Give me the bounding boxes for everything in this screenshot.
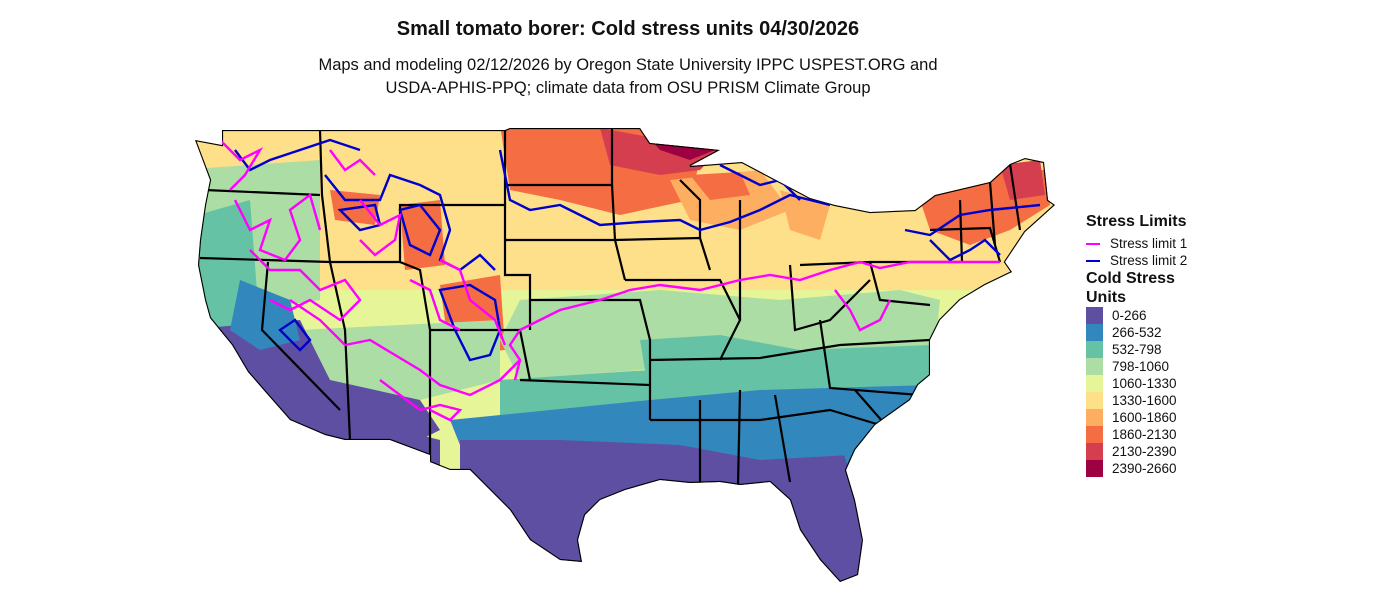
subtitle-line-2: USDA-APHIS-PPQ; climate data from OSU PR… — [385, 79, 871, 97]
legend-item-stress-limit-2: Stress limit 2 — [1086, 252, 1386, 269]
color-swatch — [1086, 460, 1103, 477]
legend-item-units: 1060-1330 — [1086, 375, 1386, 392]
legend-label: 798-1060 — [1112, 359, 1170, 374]
legend-item-units: 1600-1860 — [1086, 409, 1386, 426]
stress-limit-1-contours — [219, 139, 1000, 422]
legend-item-stress-limit-1: Stress limit 1 — [1086, 235, 1386, 252]
legend-item-units: 1860-2130 — [1086, 426, 1386, 443]
legend-item-units: 266-532 — [1086, 324, 1386, 341]
legend-label: 1330-1600 — [1112, 393, 1177, 408]
legend-label: 1860-2130 — [1112, 427, 1177, 442]
color-swatch — [1086, 392, 1103, 409]
stress-limit-1-line — [1086, 242, 1100, 245]
legend-label: 0-266 — [1112, 308, 1147, 323]
legend-item-units: 0-266 — [1086, 307, 1386, 324]
legend-label: 1600-1860 — [1112, 410, 1177, 425]
legend-item-units: 2130-2390 — [1086, 443, 1386, 460]
color-swatch — [1086, 307, 1103, 324]
legend-label: 2390-2660 — [1112, 461, 1177, 476]
legend-label: 1060-1330 — [1112, 376, 1177, 391]
legend-item-units: 1330-1600 — [1086, 392, 1386, 409]
subtitle-line-1: Maps and modeling 02/12/2026 by Oregon S… — [318, 56, 938, 74]
color-swatch — [1086, 443, 1103, 460]
legend-label: Stress limit 1 — [1110, 236, 1188, 251]
legend-item-units: 2390-2660 — [1086, 460, 1386, 477]
legend-item-units: 532-798 — [1086, 341, 1386, 358]
color-swatch — [1086, 358, 1103, 375]
map-legend: Stress Limits Stress limit 1 Stress limi… — [1086, 212, 1386, 477]
cold-stress-raster — [195, 128, 1055, 582]
map-title: Small tomato borer: Cold stress units 04… — [396, 18, 860, 40]
legend-label: 266-532 — [1112, 325, 1162, 340]
legend-label: 532-798 — [1112, 342, 1162, 357]
legend-label: 2130-2390 — [1112, 444, 1177, 459]
color-swatch — [1086, 375, 1103, 392]
stress-limit-2-line — [1086, 259, 1100, 262]
legend-item-units: 798-1060 — [1086, 358, 1386, 375]
map-subtitle: Maps and modeling 02/12/2026 by Oregon S… — [0, 54, 1256, 100]
color-swatch — [1086, 409, 1103, 426]
legend-limits-title: Stress Limits — [1086, 213, 1187, 230]
color-swatch — [1086, 341, 1103, 358]
color-swatch — [1086, 324, 1103, 341]
legend-units-title: Cold Stress Units — [1086, 270, 1175, 306]
color-swatch — [1086, 426, 1103, 443]
legend-label: Stress limit 2 — [1110, 253, 1188, 268]
